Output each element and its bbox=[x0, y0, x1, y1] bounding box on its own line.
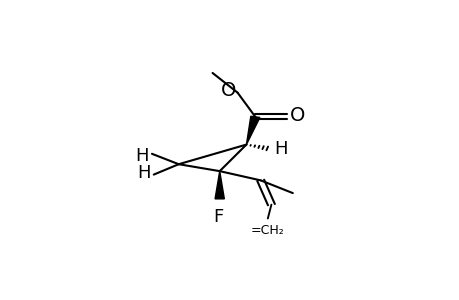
Text: =CH₂: =CH₂ bbox=[251, 224, 284, 237]
Text: H: H bbox=[135, 147, 148, 165]
Polygon shape bbox=[215, 171, 224, 199]
Text: H: H bbox=[274, 140, 287, 158]
Text: F: F bbox=[213, 208, 223, 226]
Text: O: O bbox=[221, 81, 236, 100]
Text: H: H bbox=[137, 164, 150, 182]
Text: O: O bbox=[289, 106, 304, 125]
Polygon shape bbox=[246, 116, 259, 145]
